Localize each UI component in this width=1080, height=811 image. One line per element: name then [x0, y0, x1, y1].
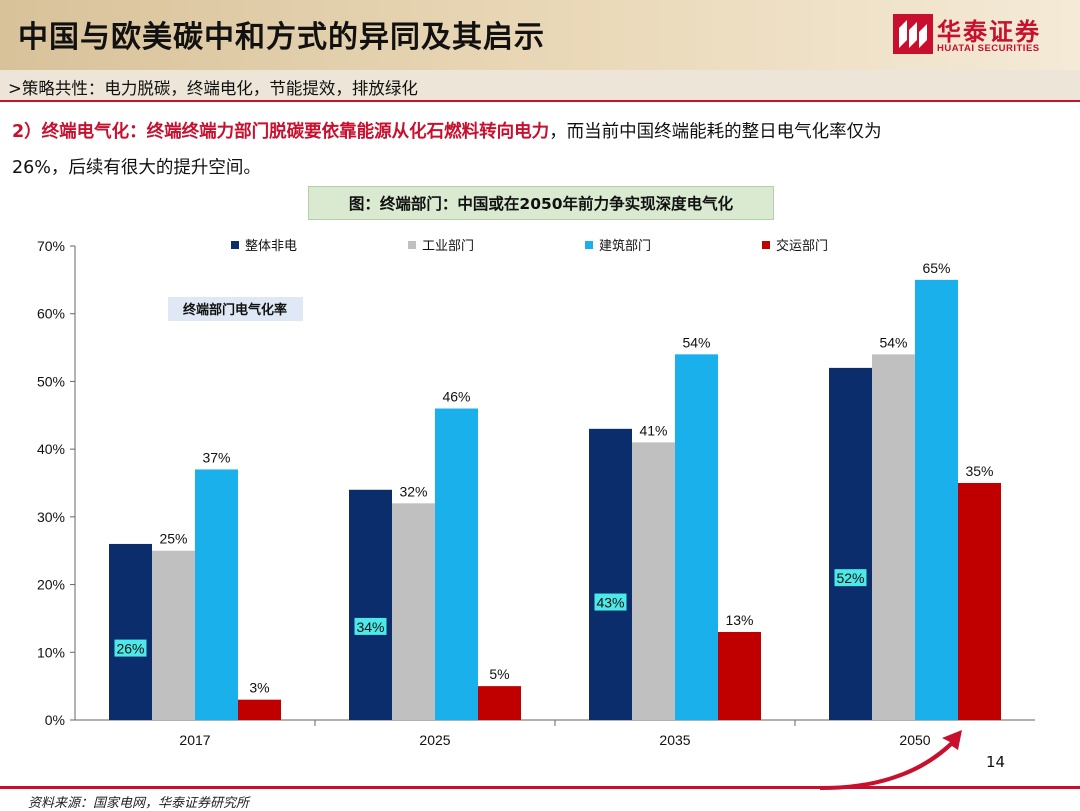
- data-label: 5%: [489, 666, 509, 682]
- y-tick-label: 70%: [37, 238, 65, 254]
- y-tick-label: 60%: [37, 306, 65, 322]
- y-tick-label: 50%: [37, 373, 65, 389]
- bar: [675, 354, 718, 720]
- header-divider: [0, 100, 1080, 102]
- data-label: 37%: [202, 449, 230, 465]
- bar: [109, 543, 152, 720]
- strategy-band: >策略共性：电力脱碳，终端电化，节能提效，排放绿化: [0, 70, 1080, 100]
- y-tick-label: 40%: [37, 441, 65, 457]
- page-number: 14: [986, 753, 1006, 771]
- y-tick-label: 0%: [45, 712, 65, 728]
- data-label-highlight: [114, 639, 147, 657]
- data-label: 26%: [116, 641, 144, 657]
- annotation-text: 终端部门电气化率: [183, 302, 287, 318]
- legend-label: 建筑部门: [599, 238, 651, 254]
- data-label: 32%: [399, 483, 427, 499]
- data-label: 25%: [159, 531, 187, 547]
- data-label: 54%: [682, 334, 710, 350]
- bar-chart: 0% 10% 20% 30% 40% 50% 60% 70% 26% 25% 37% 3% 2017 34…: [37, 238, 1035, 790]
- logo-text-cn: 华泰证券: [937, 18, 1041, 46]
- body-highlight-text: 2）终端电气化：终端终端力部门脱碳要依靠能源从化石燃料转向电力: [12, 122, 550, 142]
- bar: [589, 428, 632, 720]
- y-tick-label: 10%: [37, 644, 65, 660]
- bar: [829, 367, 872, 720]
- y-tick-label: 20%: [37, 577, 65, 593]
- bar: [152, 550, 195, 720]
- legend-swatch: [762, 241, 770, 249]
- bar: [349, 489, 392, 720]
- data-label: 3%: [249, 680, 269, 696]
- x-tick-label: 2035: [659, 732, 690, 748]
- bar: [392, 503, 435, 720]
- annotation-box: [168, 297, 303, 321]
- company-logo: 华泰证券 HUATAI SECURITIES: [893, 12, 1073, 60]
- strategy-text: >策略共性：电力脱碳，终端电化，节能提效，排放绿化: [8, 79, 418, 98]
- bar: [195, 469, 238, 720]
- legend-label: 交运部门: [776, 238, 828, 254]
- data-label: 46%: [442, 389, 470, 405]
- x-tick-label: 2050: [899, 732, 930, 748]
- body-normal-text: ，而当前中国终端能耗的整日电气化率仅为: [549, 122, 882, 142]
- body-paragraph-line2: 26%，后续有很大的提升空间。: [12, 158, 261, 178]
- figure-caption: 图：终端部门：中国或在2050年前力争实现深度电气化: [308, 186, 774, 220]
- decorative-arrow-icon: [820, 730, 962, 790]
- legend-label: 整体非电: [245, 239, 297, 254]
- data-label-highlight: [594, 593, 627, 611]
- data-label: 35%: [965, 463, 993, 479]
- bar: [915, 279, 958, 720]
- bar: [435, 408, 478, 720]
- logo-text-en: HUATAI SECURITIES: [937, 43, 1040, 54]
- bar: [632, 442, 675, 720]
- data-label: 65%: [922, 260, 950, 276]
- page-title: 中国与欧美碳中和方式的异同及其启示: [18, 20, 545, 55]
- legend-label: 工业部门: [422, 239, 474, 254]
- legend-swatch: [408, 241, 416, 249]
- bar: [478, 686, 521, 720]
- data-label: 41%: [639, 422, 667, 438]
- legend-swatch: [231, 241, 239, 249]
- data-label: 34%: [356, 619, 384, 635]
- data-label: 13%: [725, 612, 753, 628]
- footer-rule: [0, 786, 1080, 789]
- data-label: 52%: [836, 570, 864, 586]
- legend-swatch: [585, 241, 593, 249]
- data-label-highlight: [354, 617, 387, 635]
- bar: [958, 483, 1001, 720]
- data-label: 43%: [596, 595, 624, 611]
- data-label-highlight: [834, 569, 867, 587]
- x-tick-label: 2017: [179, 732, 210, 748]
- y-tick-label: 30%: [37, 509, 65, 525]
- body-paragraph-line1: 2）终端电气化：终端终端力部门脱碳要依靠能源从化石燃料转向电力，而当前中国终端能…: [12, 118, 882, 143]
- bar: [718, 631, 761, 720]
- huatai-logo-icon: [893, 14, 933, 54]
- x-tick-label: 2025: [419, 732, 450, 748]
- data-label: 54%: [879, 334, 907, 350]
- bar: [872, 354, 915, 720]
- source-note: 资料来源：国家电网，华泰证券研究所: [28, 796, 250, 811]
- bar: [238, 699, 281, 720]
